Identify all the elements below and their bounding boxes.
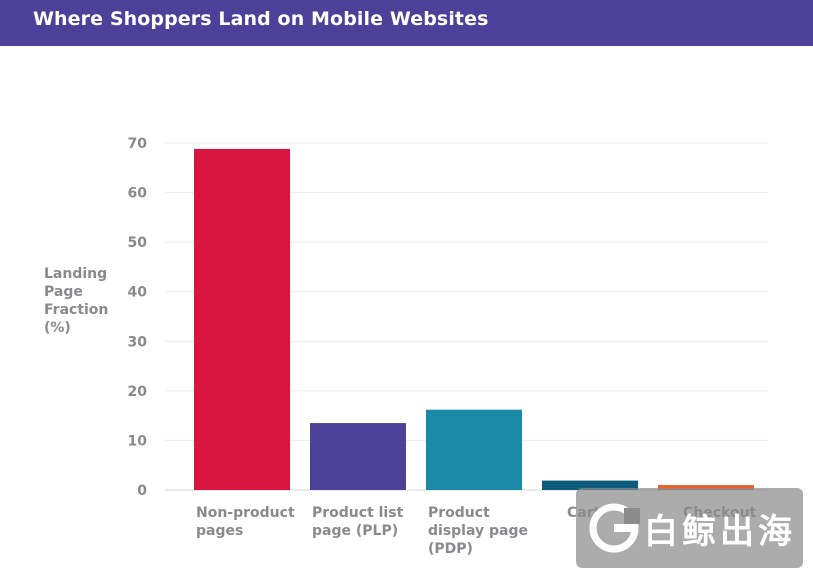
y-tick-label: 30: [128, 334, 148, 350]
y-tick-label: 50: [128, 235, 148, 251]
watermark-logo-icon: [589, 503, 640, 553]
x-tick-label: Non-product pages: [196, 505, 295, 539]
watermark: 白鲸出海: [576, 488, 803, 568]
bar: [658, 485, 754, 490]
bar: [310, 423, 406, 490]
y-tick-label: 40: [128, 285, 148, 301]
bar: [194, 148, 290, 490]
x-tick-label: Product list page (PLP): [312, 505, 404, 539]
chart-header: Where Shoppers Land on Mobile Websites: [0, 0, 813, 46]
y-tick-label: 10: [128, 433, 148, 449]
watermark-text: 白鲸出海: [644, 512, 796, 552]
y-axis-label: Landing Page Fraction (%): [44, 265, 124, 337]
y-tick-label: 0: [137, 483, 147, 499]
y-tick-label: 60: [128, 186, 148, 202]
bar: [542, 480, 638, 490]
y-axis-label-text: Landing Page Fraction (%): [44, 266, 109, 336]
chart-title: Where Shoppers Land on Mobile Websites: [33, 8, 489, 30]
bar: [426, 409, 522, 490]
y-tick-label: 70: [128, 136, 148, 152]
y-tick-label: 20: [128, 384, 148, 400]
x-tick-label: Product display page (PDP): [428, 505, 528, 557]
